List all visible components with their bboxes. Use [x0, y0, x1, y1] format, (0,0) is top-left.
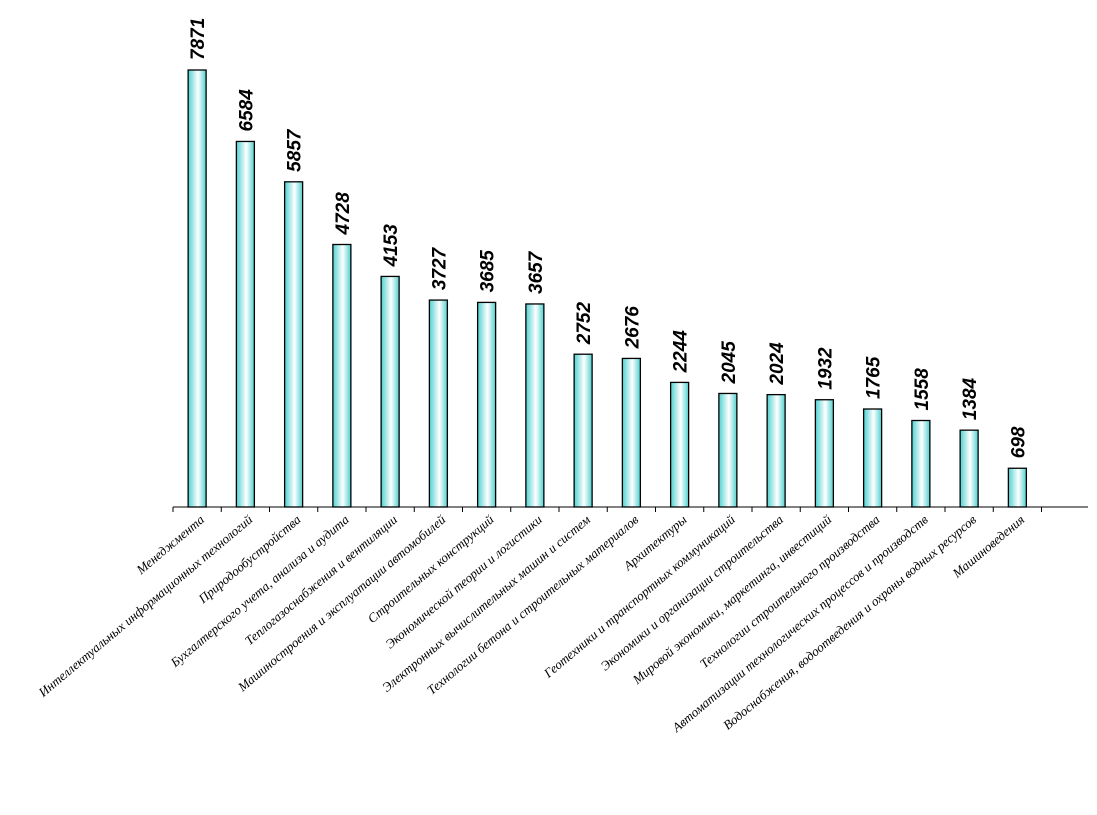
- value-label: 2752: [574, 302, 595, 346]
- value-label: 7871: [188, 18, 209, 60]
- bar: [959, 429, 979, 508]
- bar: [766, 393, 786, 508]
- bar: [669, 381, 690, 508]
- category-label: Бухгалтерского учета, анализа и аудита: [167, 511, 352, 670]
- bar: [862, 408, 883, 508]
- value-label: 2045: [719, 341, 740, 385]
- bar: [187, 69, 207, 508]
- value-label: 3657: [526, 250, 547, 294]
- value-label: 3685: [478, 250, 499, 293]
- value-label: 698: [1008, 426, 1029, 458]
- value-label: 5857: [285, 128, 306, 172]
- category-label: Интеллектуальных информационных технолог…: [35, 511, 256, 700]
- bar: [235, 140, 256, 508]
- value-label: 2244: [671, 330, 692, 374]
- bar: [911, 419, 931, 508]
- bar: [332, 243, 352, 508]
- value-label: 2676: [622, 306, 643, 350]
- bar: [283, 181, 304, 508]
- bar: [573, 353, 593, 508]
- bar: [476, 301, 497, 508]
- x-axis-ticks: [172, 507, 1042, 512]
- bars-layer: [187, 69, 1028, 508]
- bar: [525, 303, 545, 508]
- value-label: 4728: [333, 192, 354, 236]
- value-label: 4153: [381, 224, 402, 268]
- value-label: 2024: [767, 342, 788, 386]
- bar: [428, 299, 449, 508]
- value-label: 1384: [960, 377, 981, 420]
- bar: [380, 275, 400, 508]
- value-label: 1558: [912, 368, 933, 411]
- value-labels-layer: 7871 6584 5857 4728 4153 3727 3685 3657 2752 2676…: [188, 18, 1029, 459]
- category-label: Технологии строительного производства: [697, 511, 883, 671]
- bar: [1007, 467, 1028, 508]
- bar: [814, 399, 835, 508]
- bar: [621, 357, 642, 508]
- bar: [718, 392, 738, 508]
- value-label: 6584: [236, 89, 257, 132]
- value-label: 1932: [815, 347, 836, 390]
- value-label: 1765: [864, 356, 885, 399]
- value-label: 3727: [429, 246, 450, 290]
